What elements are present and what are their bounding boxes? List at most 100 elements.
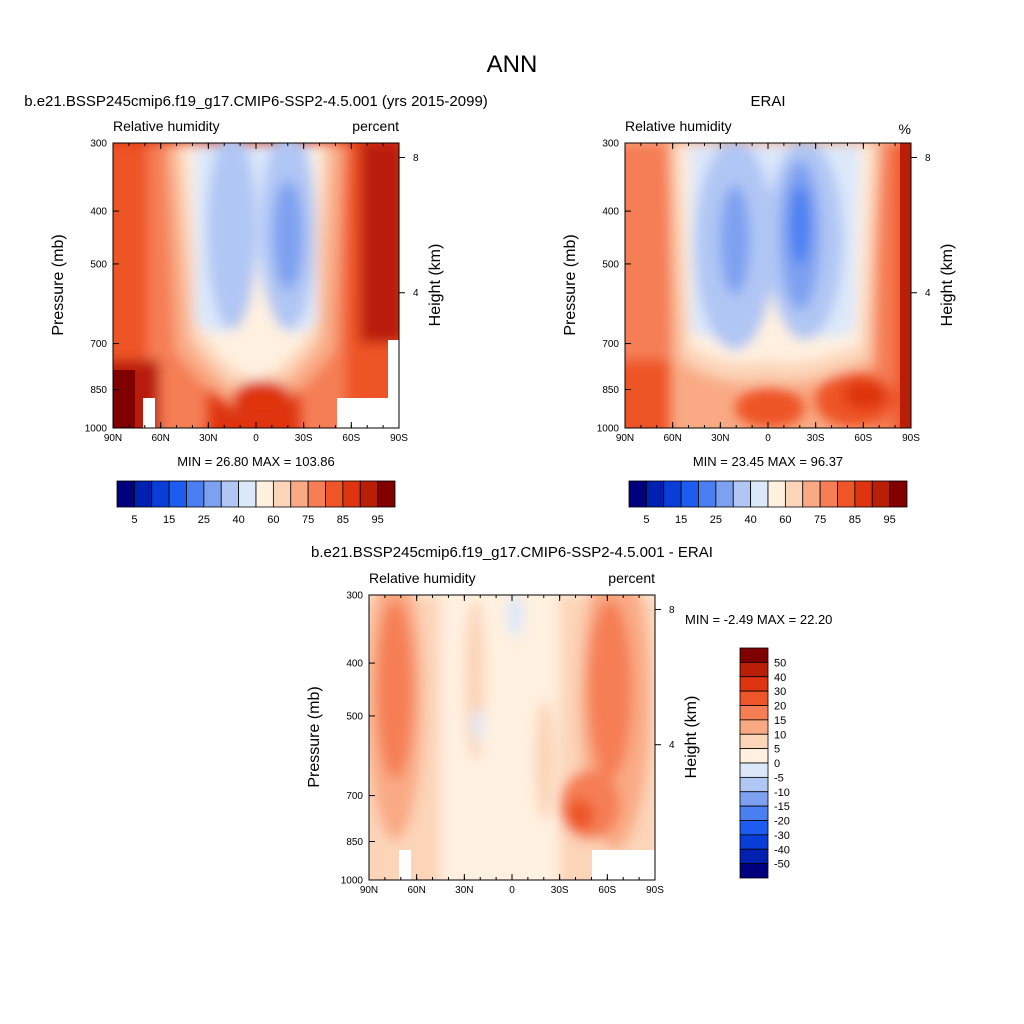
y-tick-label: 500: [346, 711, 363, 722]
colorbar-swatch: [854, 480, 873, 508]
colorbar-swatch: [739, 776, 769, 793]
colorbar-swatch: [739, 834, 769, 850]
colorbar-label: 30: [774, 686, 786, 698]
colorbar-label: 5: [131, 514, 137, 526]
colorbar-swatch: [628, 480, 647, 508]
colorbar-swatch: [663, 480, 682, 508]
x-tick-label: 90S: [646, 885, 664, 896]
panel-obs-axes: 90N 60N 30N 0 30S 60S 90S 300 400 500 700 850 1000 8 4: [597, 139, 931, 445]
panel-diff-right-label: percent: [608, 570, 655, 586]
colorbar-label: -30: [774, 830, 790, 842]
height-tick-label: 8: [669, 605, 675, 616]
x-tick-label: 60N: [663, 433, 681, 444]
colorbar-swatch: [739, 805, 769, 821]
y-tick-label: 700: [602, 339, 619, 350]
y-tick-label: 400: [346, 659, 363, 670]
x-tick-label: 90N: [616, 433, 634, 444]
y-tick-label: 850: [602, 385, 619, 396]
colorbar-swatch: [307, 480, 326, 508]
colorbar-label: -5: [774, 772, 784, 784]
colorbar-swatch: [750, 480, 769, 508]
colorbar-label: 60: [267, 514, 279, 526]
y-tick-label: 850: [90, 385, 107, 396]
colorbar-label: 85: [849, 514, 861, 526]
colorbar-swatch: [739, 719, 769, 735]
colorbar-swatch: [698, 480, 717, 508]
x-tick-label: 30N: [455, 885, 473, 896]
x-tick-label: 60S: [342, 433, 360, 444]
y-tick-label: 300: [602, 139, 619, 150]
colorbar-swatch: [767, 480, 786, 508]
colorbar-swatch: [739, 733, 769, 750]
panel-diff: b.e21.BSSP245cmip6.f19_g17.CMIP6-SSP2-4.…: [306, 544, 832, 896]
colorbar-swatch: [325, 480, 344, 508]
colorbar-label: 40: [774, 672, 786, 684]
height-tick-label: 8: [413, 153, 419, 164]
x-tick-label: 0: [765, 433, 771, 444]
colorbar-label: 15: [675, 514, 687, 526]
panel-diff-ylabel-right: Height (km): [683, 696, 700, 779]
colorbar-label: 0: [774, 758, 780, 770]
colorbar-swatch: [819, 480, 838, 508]
colorbar-swatch: [151, 480, 170, 508]
colorbar-swatch: [732, 480, 752, 508]
colorbar-swatch: [238, 480, 257, 508]
y-tick-label: 1000: [341, 876, 364, 887]
y-tick-label: 300: [90, 139, 107, 150]
colorbar-swatch: [342, 480, 361, 508]
x-tick-label: 0: [509, 885, 515, 896]
x-tick-label: 30S: [295, 433, 313, 444]
height-tick-label: 4: [925, 288, 931, 299]
panel-obs-title: ERAI: [750, 93, 785, 110]
y-tick-label: 1000: [597, 424, 620, 435]
colorbar-swatch: [359, 480, 379, 508]
colorbar-swatch: [116, 480, 135, 508]
colorbar-label: 85: [337, 514, 349, 526]
colorbar-label: -10: [774, 787, 790, 799]
colorbar-label: 75: [814, 514, 826, 526]
colorbar-swatch: [739, 676, 769, 692]
panel-obs-left-label: Relative humidity: [625, 118, 732, 134]
x-tick-label: 60S: [598, 885, 616, 896]
panel-diff-contours: [369, 595, 655, 880]
panel-obs-right-label: %: [899, 121, 911, 137]
panel-model-title: b.e21.BSSP245cmip6.f19_g17.CMIP6-SSP2-4.…: [24, 93, 488, 110]
colorbar-label: 95: [372, 514, 384, 526]
x-tick-label: 0: [253, 433, 259, 444]
x-tick-label: 90N: [360, 885, 378, 896]
colorbar-swatch: [272, 480, 292, 508]
x-tick-label: 30S: [807, 433, 825, 444]
colorbar-label: 50: [774, 657, 786, 669]
colorbar-label: -15: [774, 801, 790, 813]
colorbar-swatch: [837, 480, 856, 508]
colorbar-swatch: [220, 480, 240, 508]
panel-model-colorbar: 5 15 25 40 60 75 85 95: [116, 480, 396, 526]
panel-model-right-label: percent: [352, 118, 399, 134]
colorbar-swatch: [168, 480, 187, 508]
colorbar-swatch: [739, 820, 769, 836]
y-tick-label: 850: [346, 837, 363, 848]
panel-model: b.e21.BSSP245cmip6.f19_g17.CMIP6-SSP2-4.…: [24, 93, 488, 526]
panel-diff-axes: 90N 60N 30N 0 30S 60S 90S 300 400 500 700 850 1000 8 4: [341, 591, 675, 897]
x-tick-label: 90S: [390, 433, 408, 444]
y-tick-label: 500: [602, 259, 619, 270]
y-tick-label: 1000: [85, 424, 108, 435]
colorbar-label: -20: [774, 816, 790, 828]
colorbar-label: 15: [774, 715, 786, 727]
panel-model-ylabel: Pressure (mb): [50, 234, 67, 335]
colorbar-label: -40: [774, 844, 790, 856]
colorbar-swatch: [739, 661, 769, 678]
panel-model-ylabel-right: Height (km): [427, 244, 444, 327]
colorbar-swatch: [133, 480, 153, 508]
colorbar-label: 95: [884, 514, 896, 526]
colorbar-swatch: [739, 690, 769, 706]
colorbar-swatch: [871, 480, 891, 508]
colorbar-swatch: [739, 748, 769, 764]
colorbar-swatch: [680, 480, 699, 508]
x-tick-label: 60N: [151, 433, 169, 444]
colorbar-label: -50: [774, 859, 790, 871]
panel-model-axes: 90N 60N 30N 0 30S 60S 90S 300 400 500 700 850 1000 8 4: [85, 139, 419, 445]
colorbar-label: 75: [302, 514, 314, 526]
colorbar-swatch: [739, 705, 769, 721]
